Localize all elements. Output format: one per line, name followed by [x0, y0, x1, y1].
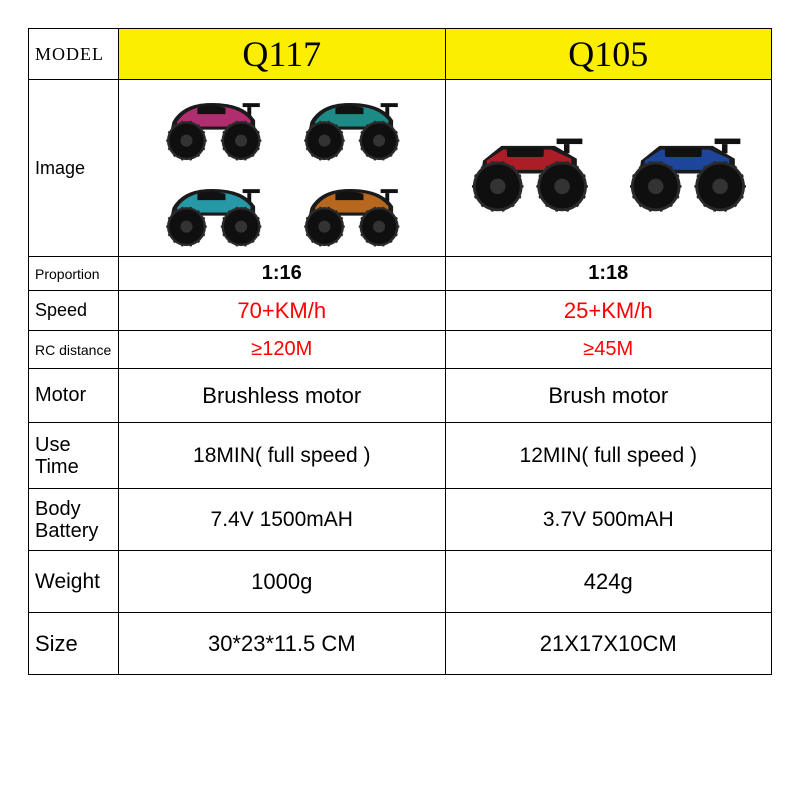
row-motor: Motor Brushless motor Brush motor: [29, 369, 772, 423]
row-image: Image: [29, 80, 772, 257]
value-weight-2: 424g: [445, 551, 772, 613]
row-weight: Weight 1000g 424g: [29, 551, 772, 613]
value-use-1: 18MIN( full speed ): [119, 423, 446, 489]
row-use: UseTime 18MIN( full speed ) 12MIN( full …: [29, 423, 772, 489]
value-rc-2: ≥45M: [445, 331, 772, 369]
comparison-table-wrap: MODEL Q117 Q105 Image: [28, 28, 772, 675]
row-size: Size 30*23*11.5 CM 21X17X10CM: [29, 613, 772, 675]
rc-car-icon: [286, 172, 416, 250]
value-rc-1: ≥120M: [119, 331, 446, 369]
header-col1: Q117: [119, 29, 446, 80]
label-image: Image: [29, 80, 119, 257]
header-col2: Q105: [445, 29, 772, 80]
rc-car-icon: [612, 122, 762, 214]
image-cell-q117: [119, 80, 446, 257]
rc-car-icon: [286, 86, 416, 164]
header-row: MODEL Q117 Q105: [29, 29, 772, 80]
value-battery-1: 7.4V 1500mAH: [119, 489, 446, 551]
row-battery: BodyBattery 7.4V 1500mAH 3.7V 500mAH: [29, 489, 772, 551]
label-battery: BodyBattery: [29, 489, 119, 551]
value-proportion-2: 1:18: [445, 257, 772, 291]
label-rc: RC distance: [29, 331, 119, 369]
row-proportion: Proportion 1:16 1:18: [29, 257, 772, 291]
rc-car-icon: [148, 172, 278, 250]
value-weight-1: 1000g: [119, 551, 446, 613]
product-image: [612, 122, 762, 214]
value-use-2: 12MIN( full speed ): [445, 423, 772, 489]
product-image: [286, 86, 416, 164]
value-size-2: 21X17X10CM: [445, 613, 772, 675]
header-label: MODEL: [29, 29, 119, 80]
comparison-table: MODEL Q117 Q105 Image: [28, 28, 772, 675]
value-proportion-1: 1:16: [119, 257, 446, 291]
product-image: [148, 172, 278, 250]
label-weight: Weight: [29, 551, 119, 613]
rc-car-icon: [454, 122, 604, 214]
label-speed: Speed: [29, 291, 119, 331]
value-speed-2: 25+KM/h: [445, 291, 772, 331]
image-cell-q105: [445, 80, 772, 257]
label-motor: Motor: [29, 369, 119, 423]
row-rc: RC distance ≥120M ≥45M: [29, 331, 772, 369]
label-use: UseTime: [29, 423, 119, 489]
product-image: [286, 172, 416, 250]
label-size: Size: [29, 613, 119, 675]
value-size-1: 30*23*11.5 CM: [119, 613, 446, 675]
row-speed: Speed 70+KM/h 25+KM/h: [29, 291, 772, 331]
value-speed-1: 70+KM/h: [119, 291, 446, 331]
value-battery-2: 3.7V 500mAH: [445, 489, 772, 551]
rc-car-icon: [148, 86, 278, 164]
value-motor-1: Brushless motor: [119, 369, 446, 423]
cars-q117: [119, 80, 445, 256]
label-proportion: Proportion: [29, 257, 119, 291]
product-image: [454, 122, 604, 214]
value-motor-2: Brush motor: [445, 369, 772, 423]
cars-q105: [446, 116, 772, 220]
product-image: [148, 86, 278, 164]
